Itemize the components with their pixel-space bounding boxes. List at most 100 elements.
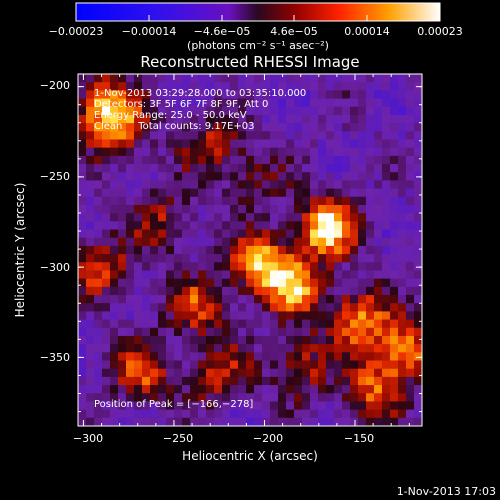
heatmap-cell — [214, 262, 223, 272]
heatmap-cell — [198, 376, 207, 386]
heatmap-cell — [342, 106, 351, 116]
heatmap-cell — [214, 352, 223, 362]
heatmap-cell — [254, 82, 263, 91]
colorbar-ticks — [75, 15, 441, 21]
heatmap-cell — [142, 131, 151, 141]
heatmap-image — [78, 74, 422, 426]
heatmap-cell — [302, 155, 311, 165]
heatmap-cell — [190, 319, 199, 329]
heatmap-cell — [398, 344, 407, 353]
heatmap-cell — [86, 131, 95, 141]
heatmap-cell — [334, 213, 343, 222]
heatmap-cell — [294, 196, 303, 206]
heatmap-cell — [270, 90, 279, 100]
heatmap-cell — [310, 114, 319, 124]
heatmap-cell — [214, 417, 223, 426]
heatmap-cell — [334, 180, 343, 190]
heatmap-cell — [182, 131, 191, 141]
heatmap-cell — [334, 188, 343, 198]
heatmap-cell — [86, 335, 95, 345]
heatmap-cell — [238, 172, 247, 182]
heatmap-cell — [262, 237, 271, 247]
heatmap-cell — [198, 254, 207, 263]
heatmap-cell — [86, 155, 95, 165]
heatmap-cell — [302, 131, 311, 141]
heatmap-cell — [174, 409, 183, 419]
heatmap-cell — [254, 335, 263, 345]
heatmap-cell — [126, 204, 135, 214]
heatmap-cell — [166, 147, 175, 157]
heatmap-cell — [110, 114, 119, 124]
heatmap-cell — [238, 262, 247, 272]
heatmap-cell — [286, 139, 295, 149]
heatmap-cell — [110, 82, 119, 91]
heatmap-cell — [150, 204, 159, 214]
heatmap-cell — [150, 368, 159, 378]
heatmap-cell — [262, 254, 271, 263]
heatmap-cell — [214, 237, 223, 247]
heatmap-cell — [230, 147, 239, 157]
heatmap-cell — [406, 262, 415, 272]
heatmap-cell — [166, 295, 175, 304]
heatmap-cell — [158, 196, 167, 206]
heatmap-cell — [214, 254, 223, 263]
heatmap-cell — [326, 311, 335, 321]
heatmap-cell — [246, 303, 255, 312]
heatmap-cell — [302, 352, 311, 362]
heatmap-cell — [318, 139, 327, 149]
heatmap-cell — [166, 368, 175, 378]
heatmap-cell — [342, 196, 351, 206]
heatmap-cell — [246, 278, 255, 288]
heatmap-cell — [166, 114, 175, 124]
heatmap-cell — [406, 229, 415, 239]
y-tick-label: −200 — [40, 79, 70, 92]
heatmap-cell — [126, 311, 135, 321]
heatmap-cell — [374, 344, 383, 353]
heatmap-cell — [350, 327, 359, 337]
heatmap-cell — [254, 393, 263, 403]
heatmap-cell — [414, 352, 422, 362]
heatmap-cell — [102, 237, 111, 247]
heatmap-cell — [366, 74, 375, 83]
heatmap-cell — [174, 74, 183, 83]
heatmap-cell — [142, 229, 151, 239]
heatmap-cell — [294, 147, 303, 157]
heatmap-cell — [86, 327, 95, 337]
method-text: Clean Total counts: 9.17E+03 — [94, 121, 254, 132]
heatmap-cell — [406, 74, 415, 83]
y-tick-label: −250 — [40, 170, 70, 183]
heatmap-cell — [310, 295, 319, 304]
heatmap-cell — [222, 204, 231, 214]
heatmap-cell — [198, 352, 207, 362]
heatmap-cell — [190, 303, 199, 312]
heatmap-cell — [294, 82, 303, 91]
heatmap-cell — [94, 303, 103, 312]
heatmap-cell — [254, 172, 263, 182]
heatmap-cell — [206, 385, 215, 394]
heatmap-cell — [342, 74, 351, 83]
heatmap-cell — [374, 123, 383, 132]
heatmap-cell — [222, 164, 231, 173]
heatmap-cell — [358, 409, 367, 419]
heatmap-cell — [206, 368, 215, 378]
heatmap-cell — [326, 327, 335, 337]
heatmap-cell — [414, 229, 422, 239]
heatmap-cell — [310, 237, 319, 247]
heatmap-cell — [358, 254, 367, 263]
heatmap-cell — [150, 196, 159, 206]
heatmap-cell — [262, 270, 271, 280]
heatmap-cell — [166, 311, 175, 321]
heatmap-cell — [238, 385, 247, 394]
heatmap-cell — [254, 245, 263, 255]
heatmap-cell — [118, 295, 127, 304]
heatmap-cell — [166, 270, 175, 280]
heatmap-cell — [414, 401, 422, 411]
heatmap-cell — [326, 278, 335, 288]
heatmap-cell — [254, 254, 263, 263]
heatmap-cell — [198, 262, 207, 272]
heatmap-cell — [318, 188, 327, 198]
heatmap-cell — [278, 221, 287, 231]
heatmap-cell — [86, 213, 95, 222]
heatmap-cell — [390, 155, 399, 165]
heatmap-cell — [254, 385, 263, 394]
